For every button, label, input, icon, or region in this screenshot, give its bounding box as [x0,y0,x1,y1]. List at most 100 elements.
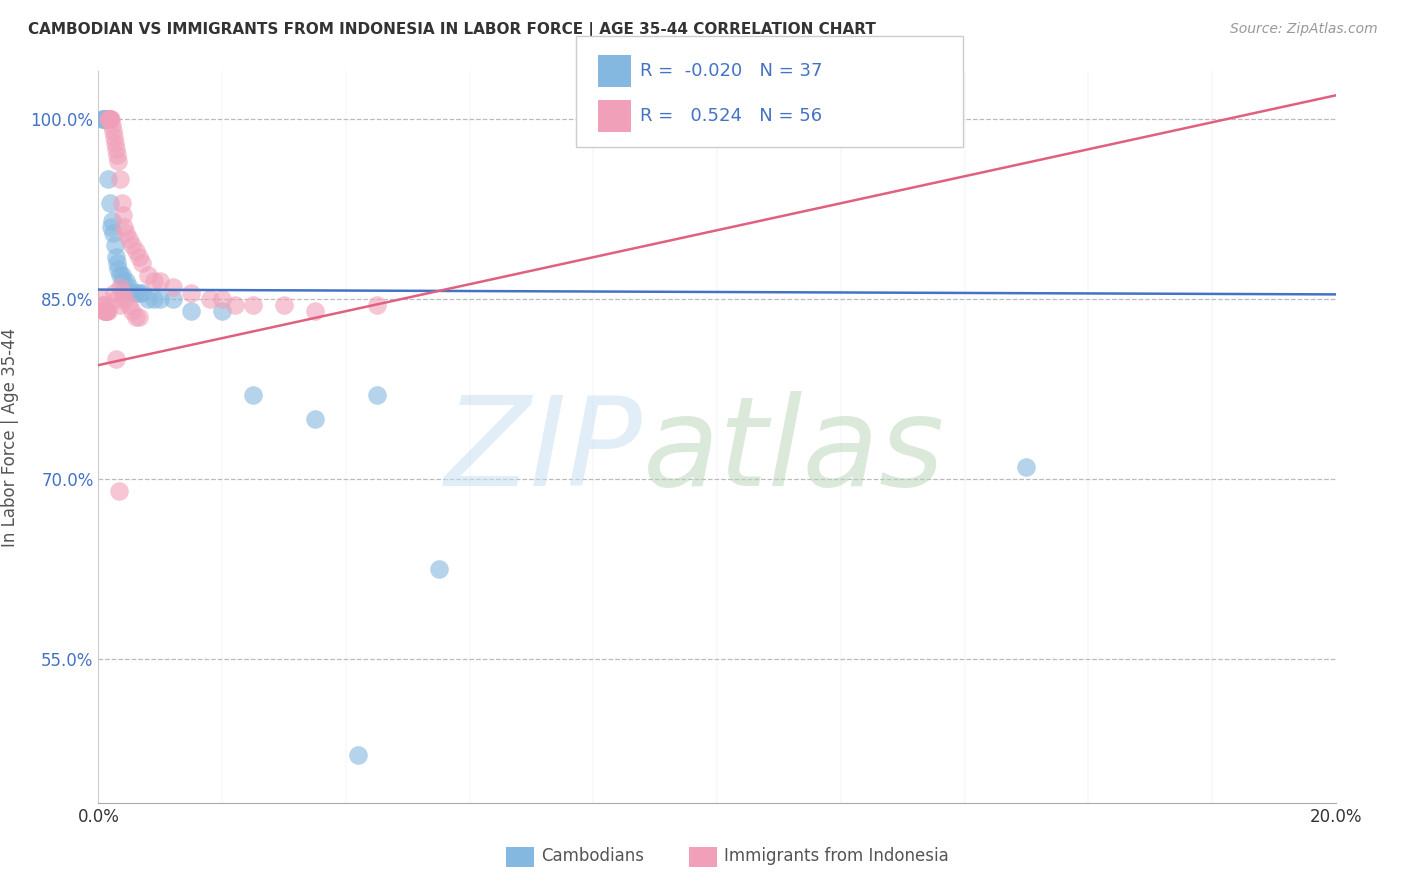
Point [93,112,115,127]
Point [97,112,120,127]
Point [103,136,125,151]
Point [128,286,150,301]
Point [112,274,135,288]
Point [93,304,115,318]
Point [136,292,159,306]
Point [121,304,143,318]
Point [103,130,125,145]
Text: atlas: atlas [643,392,945,512]
Point [96,304,118,318]
Point [90,292,112,306]
Point [94,112,117,127]
Point [108,172,131,186]
Text: R =   0.524   N = 56: R = 0.524 N = 56 [640,107,823,125]
Point [100,112,122,127]
Point [128,310,150,325]
Point [101,118,124,132]
Point [90,112,112,127]
Point [105,148,128,162]
Point [124,286,146,301]
Point [143,274,166,288]
Point [101,214,124,228]
Point [93,298,115,312]
Point [224,298,246,312]
Text: CAMBODIAN VS IMMIGRANTS FROM INDONESIA IN LABOR FORCE | AGE 35-44 CORRELATION CH: CAMBODIAN VS IMMIGRANTS FROM INDONESIA I… [28,22,876,38]
Point [112,208,135,222]
Point [121,238,143,252]
Text: Source: ZipAtlas.com: Source: ZipAtlas.com [1230,22,1378,37]
Point [304,412,326,426]
Point [91,298,114,312]
Point [103,238,125,252]
Point [366,298,388,312]
Point [304,304,326,318]
Point [118,298,141,312]
Point [118,280,141,294]
Point [107,154,129,169]
Point [93,112,115,127]
Point [108,280,131,294]
Point [128,250,150,264]
Point [105,256,128,270]
Point [149,274,172,288]
Point [93,304,115,318]
Point [98,196,121,211]
Point [103,124,125,138]
Point [98,112,121,127]
Point [98,112,121,127]
Point [111,268,134,283]
Text: Immigrants from Indonesia: Immigrants from Indonesia [724,847,949,865]
Point [108,298,131,312]
Point [108,483,131,498]
Point [118,232,141,246]
Point [96,304,118,318]
Point [103,226,125,240]
Point [103,286,125,301]
Point [347,747,370,762]
Point [162,292,184,306]
Point [180,286,202,301]
Point [104,142,127,156]
Text: Cambodians: Cambodians [541,847,644,865]
Point [97,112,120,127]
Point [93,112,115,127]
Point [121,286,143,301]
Text: ZIP: ZIP [444,392,643,512]
Text: R =  -0.020   N = 37: R = -0.020 N = 37 [640,62,823,80]
Point [131,286,153,301]
Point [100,220,122,235]
Point [1015,460,1038,475]
Point [149,292,172,306]
Point [211,304,233,318]
Point [131,256,153,270]
Point [97,112,120,127]
Point [112,286,135,301]
Point [198,292,221,306]
Point [162,280,184,294]
Point [94,304,117,318]
Point [115,274,138,288]
Point [111,196,134,211]
Point [143,292,166,306]
Point [112,292,135,306]
Point [105,292,128,306]
Point [180,304,202,318]
Point [96,112,118,127]
Point [124,310,146,325]
Point [427,562,450,576]
Point [242,298,264,312]
Point [97,304,120,318]
Point [108,268,131,283]
Point [94,304,117,318]
Point [242,388,264,402]
Point [97,172,120,186]
Point [104,352,127,367]
Y-axis label: In Labor Force | Age 35-44: In Labor Force | Age 35-44 [1,327,20,547]
Point [107,262,129,277]
Point [115,226,138,240]
Point [273,298,295,312]
Point [112,220,135,235]
Point [211,292,233,306]
Point [366,388,388,402]
Point [124,244,146,259]
